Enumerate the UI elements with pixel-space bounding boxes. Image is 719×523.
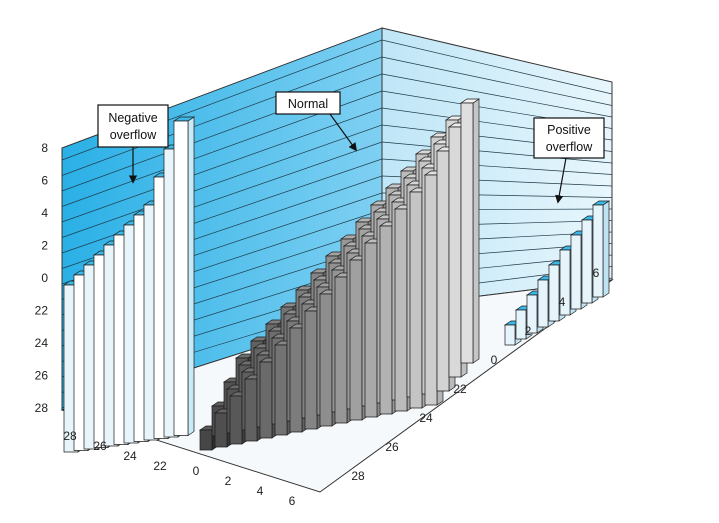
pos-bar-front <box>526 294 538 334</box>
neg-bar <box>172 116 196 437</box>
normal-bar-front <box>229 395 243 445</box>
wall-line-left <box>61 124 383 238</box>
neg-bar-front <box>173 120 189 436</box>
left-tick-2: 4 <box>41 206 48 220</box>
wall-line-right <box>381 73 613 118</box>
right-tick-4: 0 <box>491 353 498 367</box>
right-tick-7: 6 <box>593 266 600 280</box>
normal-bar-front <box>214 412 228 448</box>
callout-positive-arrow <box>555 157 567 204</box>
left-tick-7: 26 <box>35 369 49 383</box>
normal-bar-front <box>289 327 303 433</box>
normal-bar-front <box>199 429 213 451</box>
normal-bar-front <box>460 102 474 364</box>
right-tick-0: 28 <box>351 469 365 483</box>
callout-negative-overflow: Negative overflow <box>97 104 169 184</box>
front-right-axis: 0 2 4 6 <box>193 464 296 508</box>
front-right-tick-2: 4 <box>257 484 264 498</box>
normal-bar <box>459 98 481 364</box>
left-tick-4: 0 <box>41 271 48 285</box>
wall-line-right <box>381 56 613 106</box>
pos-bar-front <box>559 249 571 316</box>
normal-bar-front <box>274 344 288 436</box>
callout-negative-line1: Negative <box>108 111 157 125</box>
right-tick-3: 22 <box>453 382 467 396</box>
callout-positive-overflow: Positive overflow <box>533 117 605 204</box>
callout-positive-line1: Positive <box>547 123 591 137</box>
left-tick-6: 24 <box>35 336 49 350</box>
wall-line-right <box>381 141 613 164</box>
negative-overflow-bars <box>62 116 196 453</box>
pos-bar-front <box>515 309 527 340</box>
left-tick-0: 8 <box>41 141 48 155</box>
normal-bar-front <box>424 174 438 406</box>
wall-line-left <box>61 107 383 223</box>
callout-normal: Normal <box>275 91 357 152</box>
front-left-axis: 28 26 24 22 <box>63 429 167 473</box>
normal-bar-front <box>349 259 363 421</box>
pos-bar-front <box>548 264 560 322</box>
normal-bar-front <box>319 293 333 427</box>
normal-bar-front <box>334 276 348 424</box>
positive-overflow-bars <box>503 200 611 346</box>
left-tick-3: 2 <box>41 239 48 253</box>
callout-negative-line2: overflow <box>110 128 158 142</box>
normal-bar-front <box>259 361 273 439</box>
pos-bar-front <box>581 219 593 304</box>
callout-normal-arrow <box>329 113 357 152</box>
pos-bar-front <box>592 204 604 298</box>
neg-bar-side <box>187 116 195 437</box>
normal-bars <box>198 98 481 451</box>
pos-bar-front <box>570 234 582 310</box>
front-left-tick-1: 26 <box>93 439 107 453</box>
normal-bar-front <box>436 150 450 392</box>
pos-bar-front <box>504 324 516 346</box>
front-right-tick-3: 6 <box>289 494 296 508</box>
callout-normal-line1: Normal <box>288 97 328 111</box>
normal-bar-front <box>364 242 378 418</box>
normal-bar-front <box>394 208 408 412</box>
front-right-tick-1: 2 <box>225 474 232 488</box>
right-tick-6: 4 <box>559 295 566 309</box>
normal-bar-side <box>472 98 480 364</box>
left-tick-8: 28 <box>35 401 49 415</box>
left-tick-5: 22 <box>35 304 49 318</box>
front-right-tick-0: 0 <box>193 464 200 478</box>
callout-positive-line2: overflow <box>546 140 594 154</box>
pos-bar-side <box>602 200 610 298</box>
right-tick-5: 2 <box>525 324 532 338</box>
wall-line-left <box>61 56 383 176</box>
left-tick-1: 6 <box>41 174 48 188</box>
normal-bar-front <box>304 310 318 430</box>
wall-line-right <box>381 39 613 95</box>
right-tick-2: 24 <box>419 411 433 425</box>
right-tick-1: 26 <box>385 440 399 454</box>
normal-bar-front <box>244 378 258 442</box>
normal-bar-front <box>409 191 423 409</box>
pos-bar-front <box>537 279 549 328</box>
normal-bar-front <box>379 225 393 415</box>
normal-bar-front <box>448 126 462 378</box>
front-left-tick-2: 24 <box>123 449 137 463</box>
front-left-tick-0: 28 <box>63 429 77 443</box>
front-left-tick-3: 22 <box>153 459 167 473</box>
pos-bar <box>591 200 611 298</box>
